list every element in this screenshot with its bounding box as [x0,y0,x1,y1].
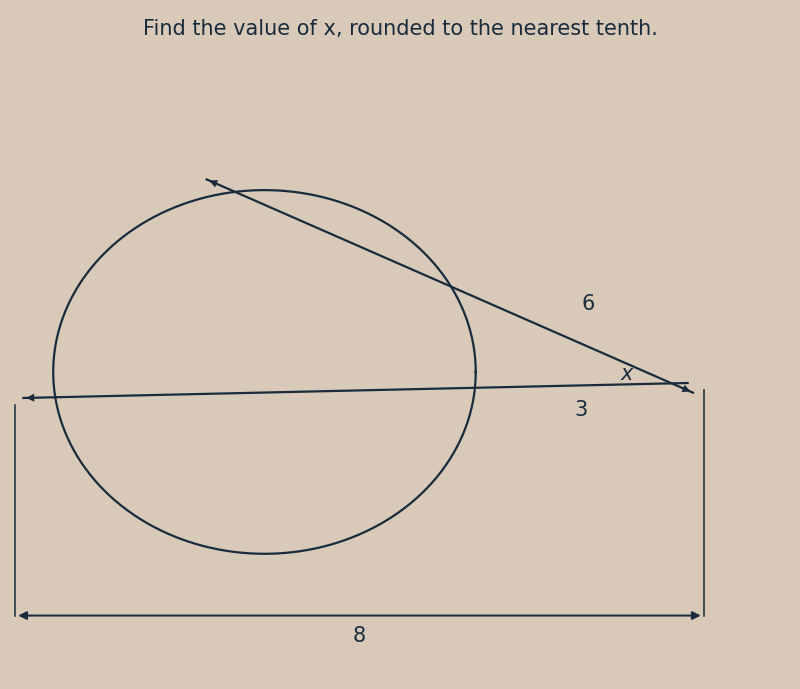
Text: 8: 8 [353,626,366,646]
Text: Find the value of x, rounded to the nearest tenth.: Find the value of x, rounded to the near… [142,19,658,39]
Text: 3: 3 [574,400,588,420]
Text: 6: 6 [581,294,594,313]
Text: x: x [620,364,633,384]
